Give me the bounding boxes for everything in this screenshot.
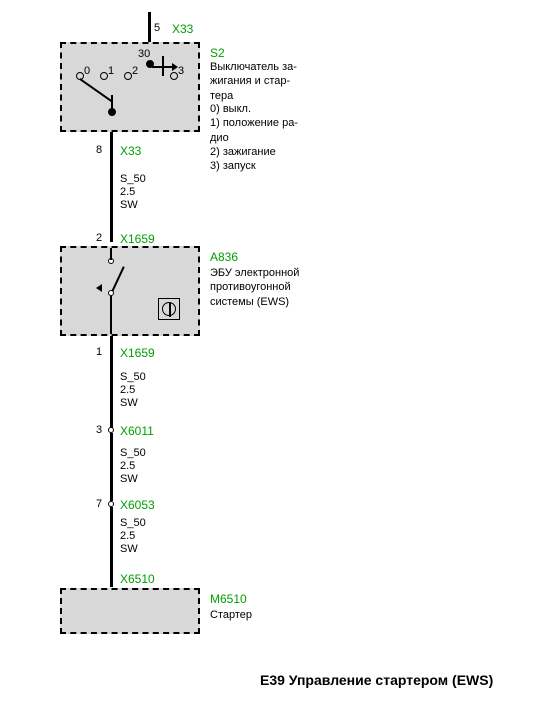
s2-arrowhead <box>172 63 178 71</box>
s2-name: Выключатель за- жигания и стар- тера <box>210 60 320 103</box>
pin-x1659-top: 2 <box>96 232 102 244</box>
conn-x1659-bot: X1659 <box>120 346 155 360</box>
s2-t30: 30 <box>138 48 150 60</box>
m6510-name: Стартер <box>210 608 252 622</box>
s2-p2: 2 <box>132 65 138 77</box>
pin-x33-bot: 8 <box>96 144 102 156</box>
s2-pivot-line <box>111 95 113 110</box>
a836-out <box>110 296 112 334</box>
w3-color: SW <box>120 472 138 486</box>
conn-x6011: X6011 <box>120 424 154 438</box>
conn-x6510: X6510 <box>120 572 155 586</box>
wire-6053-6510 <box>110 507 113 587</box>
a836-in <box>110 248 112 260</box>
s2-term-1 <box>100 72 108 80</box>
wire-a836-out <box>110 336 113 428</box>
s2-p0: 0 <box>84 65 90 77</box>
conn-x6053: X6053 <box>120 498 155 512</box>
conn-x1659-top: X1659 <box>120 232 155 246</box>
pin-x1659-bot: 1 <box>96 346 102 358</box>
s2-p1: 1 <box>108 65 114 77</box>
pin-x6011: 3 <box>96 424 102 436</box>
component-a836 <box>60 246 200 336</box>
wire-6011-6053 <box>110 433 113 501</box>
a836-contact-arrow <box>96 284 102 292</box>
s2-arrow-h <box>152 66 174 68</box>
page-title: E39 Управление стартером (EWS) <box>260 672 493 688</box>
component-m6510 <box>60 588 200 634</box>
s2-positions: 0) выкл. 1) положение ра- дио 2) зажиган… <box>210 102 320 173</box>
s2-term-2 <box>124 72 132 80</box>
m6510-id: M6510 <box>210 592 247 606</box>
s2-term-3 <box>170 72 178 80</box>
wire-s2-out <box>110 132 113 242</box>
a836-name: ЭБУ электронной противоугонной системы (… <box>210 266 320 309</box>
relay-icon <box>158 298 180 320</box>
pin-x33-top: 5 <box>154 22 160 34</box>
conn-x33-top: X33 <box>172 22 193 36</box>
w2-color: SW <box>120 396 138 410</box>
conn-x33-bot: X33 <box>120 144 141 158</box>
s2-id: S2 <box>210 46 225 60</box>
wire-top-in <box>148 12 151 42</box>
a836-id: A836 <box>210 250 238 264</box>
w4-color: SW <box>120 542 138 556</box>
s2-p3: 3 <box>178 65 184 77</box>
pin-x6053: 7 <box>96 498 102 510</box>
w1-color: SW <box>120 198 138 212</box>
component-s2 <box>60 42 200 132</box>
